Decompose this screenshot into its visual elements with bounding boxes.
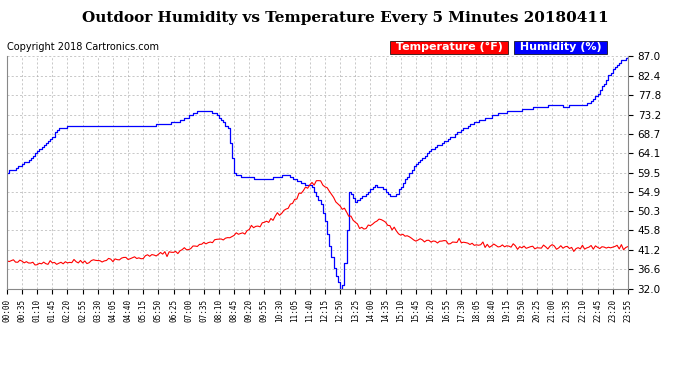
Text: Temperature (°F): Temperature (°F) (392, 42, 506, 52)
Text: Copyright 2018 Cartronics.com: Copyright 2018 Cartronics.com (7, 42, 159, 52)
Text: Humidity (%): Humidity (%) (516, 42, 606, 52)
Text: Outdoor Humidity vs Temperature Every 5 Minutes 20180411: Outdoor Humidity vs Temperature Every 5 … (81, 11, 609, 25)
